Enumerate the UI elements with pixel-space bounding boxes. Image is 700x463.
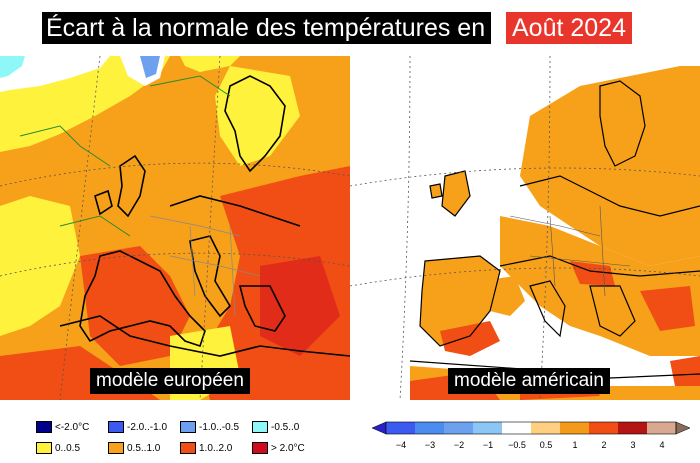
title-main: Écart à la normale des températures en [42,12,492,44]
colorbar-tick: 4 [659,440,665,450]
colorbar-tick: 1 [572,440,578,450]
european-map-graphic [0,56,350,400]
colorbar-segment [589,422,618,434]
colorbar-segment [560,422,589,434]
colorbar-segment [618,422,647,434]
colorbar-segment [647,422,676,434]
legend-swatch [108,442,124,454]
legend-item: -2.0..-1.0 [108,420,167,434]
legend-label: 0.5..1.0 [127,442,161,454]
colorbar-segment [444,422,473,434]
legend-swatch [180,421,196,433]
american-model-map: modèle américain [350,56,700,400]
legend-item: -1.0..-0.5 [180,420,239,434]
colorbar-arrow-right [675,421,691,435]
american-model-label: modèle américain [448,368,610,394]
colorbar-segment [473,422,502,434]
legend-label: -2.0..-1.0 [127,421,168,433]
colorbar-tick: −2 [453,440,465,450]
colorbar-tick: 2 [601,440,607,450]
colorbar-tick: 3 [630,440,636,450]
legend-item: > 2.0°C [252,441,305,455]
colorbar-segment [386,422,415,434]
american-colorbar-legend: −4 −3 −2 −1 −0.5 0.5 1 2 3 4 [371,418,692,458]
legend-swatch [252,442,268,454]
colorbar-segment [415,422,444,434]
legend-item: <-2.0°C [36,420,89,434]
european-model-map: modèle européen [0,56,350,400]
legend-item: 0.5..1.0 [108,441,160,455]
colorbar-tick: −1 [482,440,494,450]
colorbar [371,421,691,435]
title-bar: Écart à la normale des températures en A… [0,10,700,46]
colorbar-segment [531,422,560,434]
european-model-label: modèle européen [90,368,250,394]
colorbar-tick: 0.5 [539,440,553,450]
colorbar-tick: −3 [424,440,436,450]
legend-swatch [36,421,52,433]
legend-label: -1.0..-0.5 [199,421,240,433]
colorbar-arrow-left [371,421,387,435]
legend-swatch [108,421,124,433]
legend-swatch [36,442,52,454]
legend-label: 1.0..2.0 [199,442,233,454]
legend-item: 0..0.5 [36,441,80,455]
legend-item: 1.0..2.0 [180,441,232,455]
colorbar-segment [502,422,531,434]
legend-label: <-2.0°C [55,421,90,433]
european-legend-row-warm: 0..0.5 0.5..1.0 1.0..2.0 > 2.0°C [36,441,366,455]
colorbar-tick: −4 [395,440,407,450]
legend-swatch [252,421,268,433]
title-month-badge: Août 2024 [506,12,632,44]
american-map-graphic [350,56,700,400]
colorbar-tick: −0.5 [508,440,526,450]
legend-label: -0.5..0 [271,421,300,433]
legend-item: -0.5..0 [252,420,299,434]
legend-label: 0..0.5 [55,442,81,454]
european-legend-row-cold: <-2.0°C -2.0..-1.0 -1.0..-0.5 -0.5..0 [36,420,366,434]
legend-label: > 2.0°C [271,442,305,454]
legend-swatch [180,442,196,454]
